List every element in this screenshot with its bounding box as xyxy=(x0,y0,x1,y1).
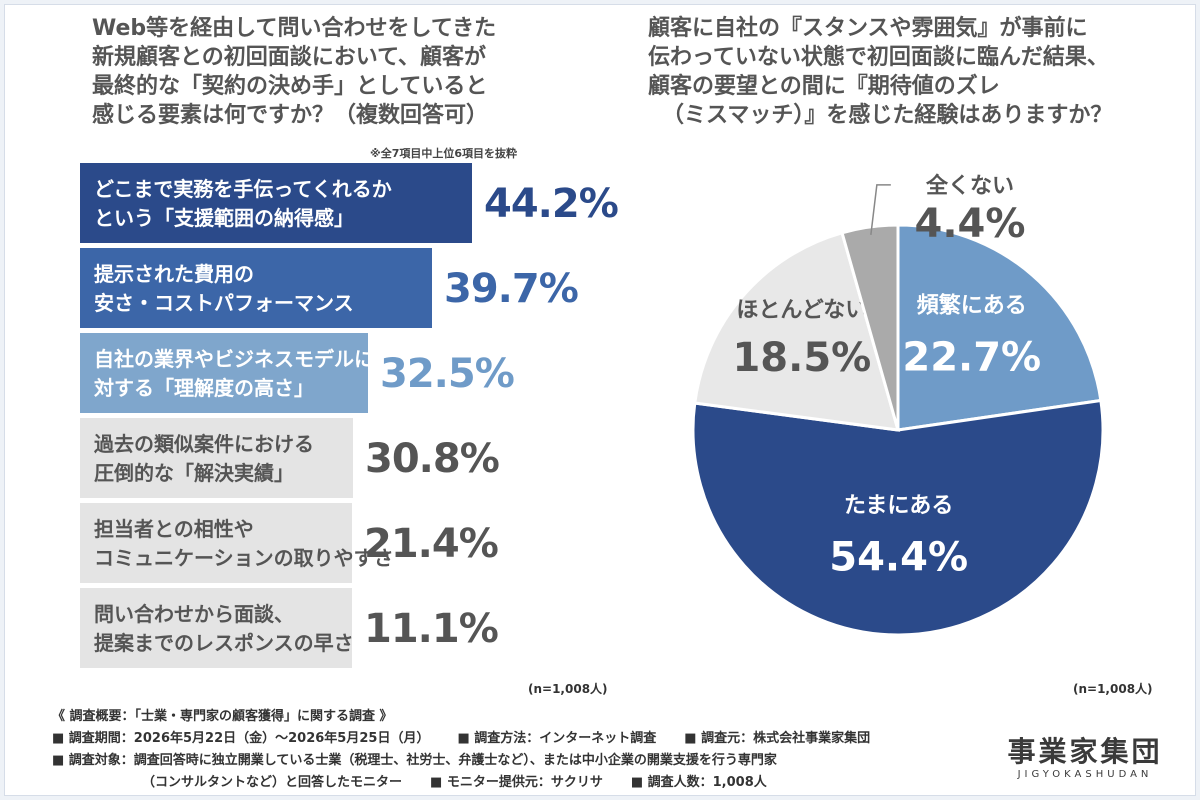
selection-note: ※全7項目中上位6項目を抜粋 xyxy=(370,147,518,160)
bar-category-line: 担当者との相性や xyxy=(94,517,254,541)
bar-category-line: 問い合わせから面談、 xyxy=(94,602,294,626)
bar xyxy=(80,503,270,583)
survey-provider: ■ モニター提供元：サクリサ xyxy=(430,775,603,790)
right-chart-title: 顧客に自社の『スタンスや雰囲気』が事前に 伝わっていない状態で初回面談に臨んだ結… xyxy=(648,14,1168,130)
bar-value-label: 30.8% xyxy=(365,436,500,482)
pie-value-label: 4.4% xyxy=(915,201,1026,247)
bar-value-label: 44.2% xyxy=(484,181,619,227)
bar-category-label: どこまで実務を手伝ってくれるか という「支援範囲の納得感」 xyxy=(94,175,392,233)
survey-period: ■ 調査期間：2026年5月22日（金）〜2026年5月25日（月） xyxy=(52,731,430,746)
survey-row: ■ 調査期間：2026年5月22日（金）〜2026年5月25日（月） ■ 調査方法… xyxy=(52,728,992,750)
pie-slice xyxy=(693,230,901,432)
bar xyxy=(80,588,178,668)
bar-category-line: 提案までのレスポンスの早さ xyxy=(94,631,354,655)
pie-slice xyxy=(896,223,1103,432)
bar-category-line: 過去の類似案件における xyxy=(94,432,314,456)
survey-row: （コンサルタントなど）と回答したモニター ■ モニター提供元：サクリサ ■ 調査人数… xyxy=(52,772,992,794)
logo-sub-text: JIGYOKASHUDAN xyxy=(1017,769,1153,780)
pie-slice-label: 全くない xyxy=(925,173,1014,199)
right-sample-size: (n=1,008人) xyxy=(1073,682,1153,696)
left-title-line: Web等を経由して問い合わせをしてきた xyxy=(92,16,497,41)
bar-value-label: 11.1% xyxy=(364,606,499,652)
survey-source: ■ 調査元：株式会社事業家集団 xyxy=(684,731,871,746)
pie-slice-label: 頻繁にある xyxy=(917,293,1027,319)
pie-value-label: 18.5% xyxy=(732,335,871,381)
bar-category-line: コミュニケーションの取りやすさ xyxy=(94,546,394,570)
right-title-line: 顧客の要望との間に『期待値のズレ xyxy=(648,74,1000,99)
right-title-line: 伝わっていない状態で初回面談に臨んだ結果、 xyxy=(648,45,1109,70)
bar-category-label: 担当者との相性やコミュニケーションの取りやすさ xyxy=(94,515,394,573)
bar-category-label: 自社の業界やビジネスモデルに 対する「理解度の高さ」 xyxy=(94,345,374,403)
bar-category-line: どこまで実務を手伝ってくれるか xyxy=(94,177,392,201)
pie-slice xyxy=(840,223,900,431)
survey-method: ■ 調査方法：インターネット調査 xyxy=(457,731,657,746)
bar-category-label: 提示された費用の安さ・コストパフォーマンス xyxy=(94,260,354,318)
pie-slice-label: たまにある xyxy=(844,494,953,519)
leader-line xyxy=(870,184,891,235)
left-sample-size: (n=1,008人) xyxy=(528,682,608,696)
bar xyxy=(80,418,353,498)
left-title-line: 感じる要素は何ですか？（複数回答可） xyxy=(92,103,489,128)
bar-category-line: 圧倒的な「解決実績」 xyxy=(94,461,294,485)
bar xyxy=(80,163,472,243)
bar-category-line: 自社の業界やビジネスモデルに xyxy=(94,347,374,371)
survey-target-cont: （コンサルタントなど）と回答したモニター xyxy=(142,775,403,790)
bar-category-line: という「支援範囲の納得感」 xyxy=(94,206,354,230)
right-title-line: （ミスマッチ）』を感じた経験はありますか？ xyxy=(662,103,1113,128)
logo-main-text: 事業家集団 xyxy=(1007,735,1163,768)
left-title-line: 最終的な「契約の決め手」としていると xyxy=(92,74,488,99)
bar-value-label: 32.5% xyxy=(380,351,515,397)
bar-value-label: 39.7% xyxy=(444,266,579,312)
survey-summary: 《 調査概要：「士業・専門家の顧客獲得」に関する調査 》 xyxy=(52,709,393,724)
bar-category-line: 対する「理解度の高さ」 xyxy=(94,376,314,400)
bar-category-label: 問い合わせから面談、提案までのレスポンスの早さ xyxy=(94,600,354,658)
left-chart-title: Web等を経由して問い合わせをしてきた 新規顧客との初回面談において、顧客が 最… xyxy=(92,14,612,130)
survey-footer: 《 調査概要：「士業・専門家の顧客獲得」に関する調査 》 ■ 調査期間：2026… xyxy=(52,706,992,794)
pie-value-label: 22.7% xyxy=(902,335,1041,381)
company-logo: 事業家集団 JIGYOKASHUDAN xyxy=(1000,736,1170,782)
bar xyxy=(80,248,432,328)
bar-category-line: 提示された費用の xyxy=(94,262,254,286)
survey-target: ■ 調査対象：調査回答時に独立開業している士業（税理士、社労士、弁護士など）、ま… xyxy=(52,753,777,768)
bar-category-line: 安さ・コストパフォーマンス xyxy=(94,291,354,315)
survey-count: ■ 調査人数：1,008人 xyxy=(630,775,767,790)
pie-value-label: 54.4% xyxy=(829,535,968,581)
left-title-line: 新規顧客との初回面談において、顧客が xyxy=(92,45,487,70)
bar-category-label: 過去の類似案件における 圧倒的な「解決実績」 xyxy=(94,430,314,488)
pie-slice-label: ほとんどない xyxy=(736,298,867,323)
bar-value-label: 21.4% xyxy=(364,521,499,567)
right-title-line: 顧客に自社の『スタンスや雰囲気』が事前に xyxy=(648,16,1088,41)
pie-slice xyxy=(691,398,1105,637)
bar xyxy=(80,333,368,413)
